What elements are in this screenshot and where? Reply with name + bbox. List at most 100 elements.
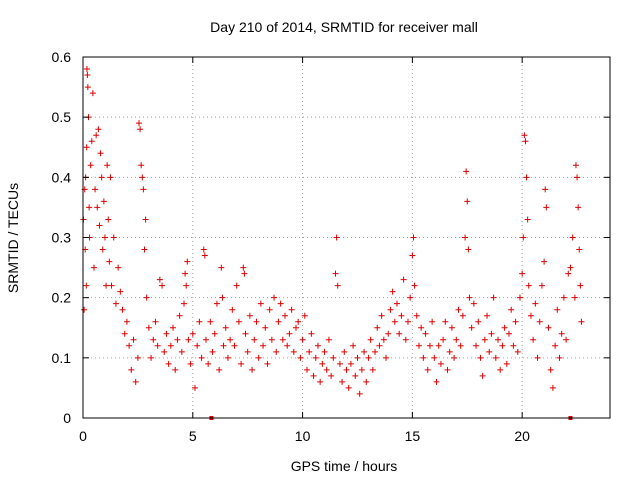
data-point [163,330,170,337]
data-point [238,360,245,367]
data-point [105,216,112,223]
plot-frame [82,56,611,419]
data-point [356,390,363,397]
x-tick-label: 15 [405,428,421,444]
data-point [194,342,201,349]
data-point [380,336,387,343]
data-point [288,306,295,313]
data-point [103,282,110,289]
data-point [184,258,191,265]
data-point [501,324,508,331]
data-point [253,318,260,325]
data-point [527,312,534,319]
data-point [520,234,527,241]
data-point [308,330,315,337]
data-point [422,330,429,337]
data-point [286,330,293,337]
data-point [319,360,326,367]
data-point [522,138,529,145]
data-points [80,66,585,420]
data-point [389,288,396,295]
y-tick-label: 0.5 [52,109,72,125]
data-point [558,330,565,337]
data-point [275,318,282,325]
y-tick-label: 0.3 [52,230,72,246]
data-point [435,342,442,349]
data-point [83,144,90,151]
data-point [361,348,368,355]
data-point [409,252,416,259]
data-point [185,336,192,343]
data-point [463,168,470,175]
data-point [341,348,348,355]
data-point [473,342,480,349]
data-point [367,336,374,343]
data-point [334,282,341,289]
data-point [567,264,574,271]
data-point [391,318,398,325]
data-point [181,300,188,307]
data-point [90,264,97,271]
data-point [222,324,229,331]
data-point [255,354,262,361]
data-point [554,306,561,313]
y-axis-label: SRMTID / TECUs [5,183,21,293]
data-point [411,282,418,289]
data-point [134,354,141,361]
data-point [468,324,475,331]
data-point [268,336,275,343]
data-point [207,318,214,325]
data-point [333,234,340,241]
data-point [266,306,273,313]
data-point [572,162,579,169]
data-point [201,252,208,259]
y-tick-label: 0 [63,410,71,426]
data-point [462,234,469,241]
data-point [235,318,242,325]
data-point [183,282,190,289]
data-point [297,354,304,361]
data-point [519,270,526,277]
data-point [130,336,137,343]
data-point [354,354,361,361]
data-point [410,234,417,241]
data-point [530,336,537,343]
data-point [152,318,159,325]
data-point [577,282,584,289]
data-point [396,330,403,337]
data-point [499,342,506,349]
data-point [433,378,440,385]
data-point [178,348,185,355]
data-point [198,354,205,361]
data-point [545,324,552,331]
data-point [117,288,124,295]
x-tick-label: 10 [295,428,311,444]
data-point [571,294,578,301]
data-point [96,222,103,229]
data-point [426,342,433,349]
data-point [167,342,174,349]
data-point [336,360,343,367]
data-point [310,372,317,379]
data-point [107,174,114,181]
data-point [211,330,218,337]
data-point [363,378,370,385]
data-point [264,360,271,367]
data-point [317,378,324,385]
data-point [143,294,150,301]
data-point [437,360,444,367]
data-point [93,132,100,139]
data-point [514,348,521,355]
data-point [218,264,225,271]
data-point [191,384,198,391]
data-point [150,336,157,343]
data-point [451,354,458,361]
data-point [98,174,105,181]
data-point [277,300,284,307]
data-point [301,312,308,319]
data-point [466,294,473,301]
data-point [448,324,455,331]
data-point [488,330,495,337]
data-point [170,324,177,331]
